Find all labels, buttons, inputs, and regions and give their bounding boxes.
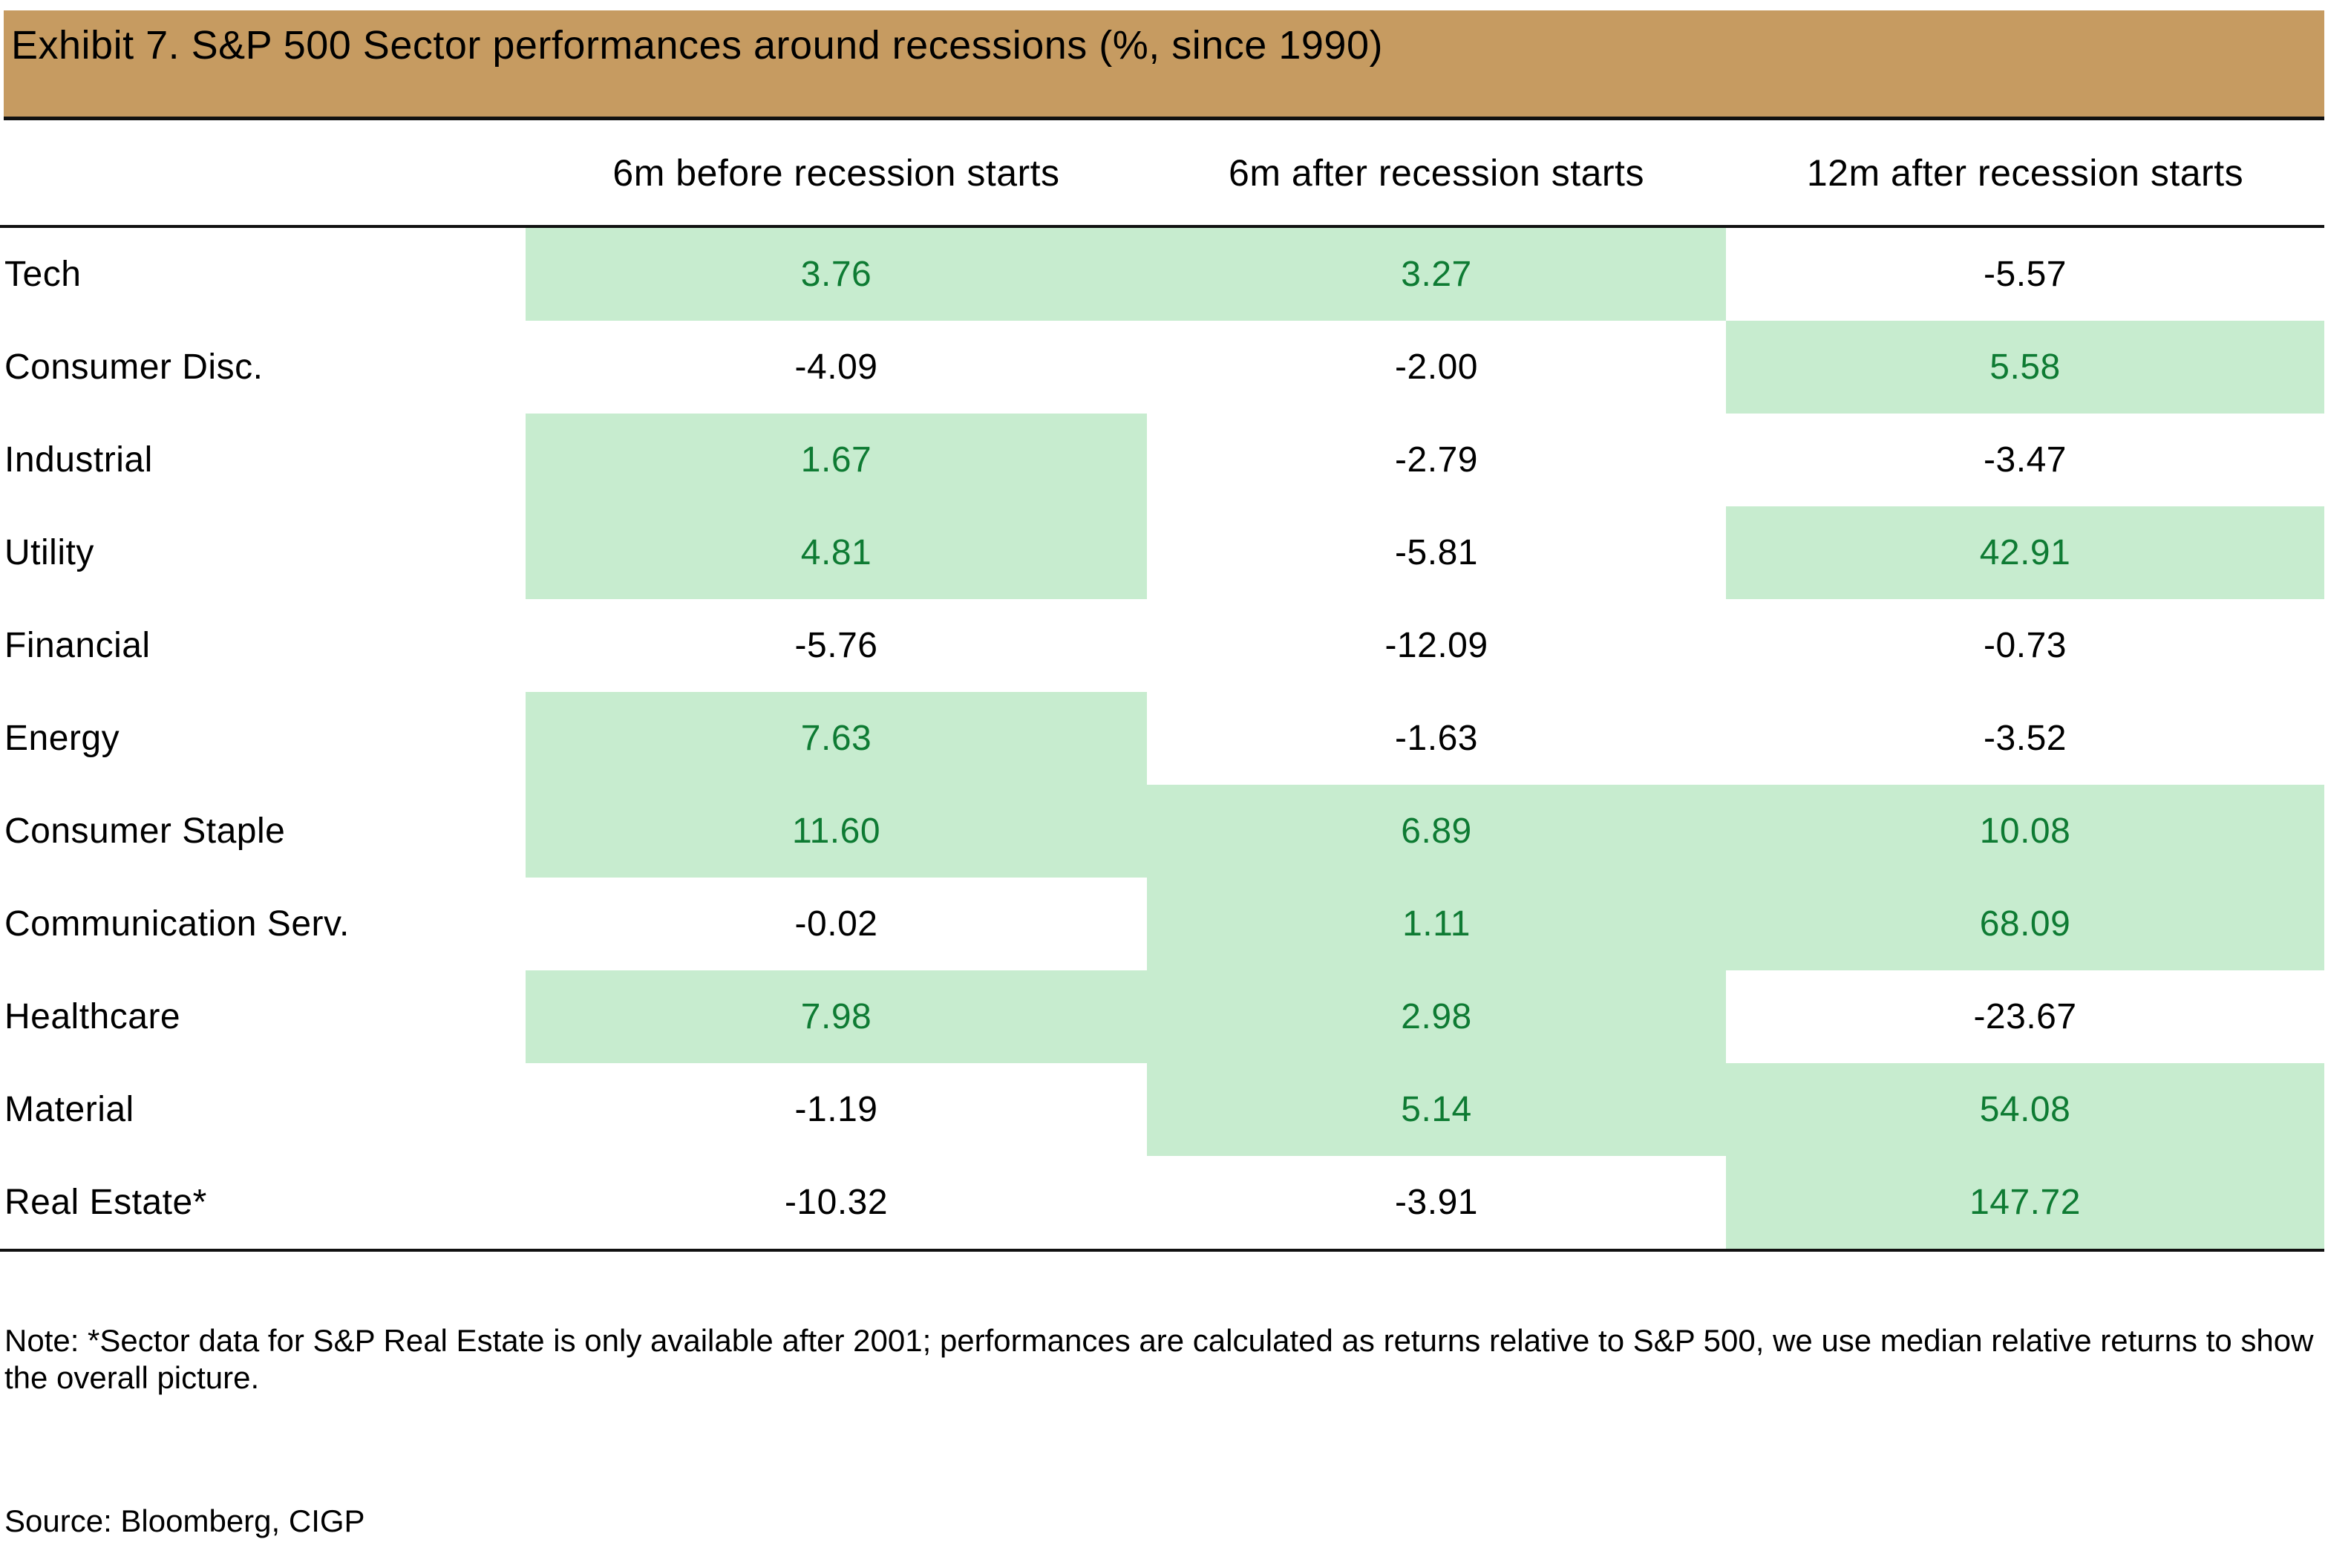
value-cell: 54.08 — [1726, 1063, 2324, 1156]
header-6m-after: 6m after recession starts — [1229, 151, 1644, 194]
header-6m-before: 6m before recession starts — [612, 151, 1060, 194]
value-cell: -0.02 — [794, 904, 878, 944]
table-row: Energy 7.63 -1.63 -3.52 — [0, 692, 2324, 785]
header-12m-after: 12m after recession starts — [1806, 151, 2244, 194]
table-row: Real Estate* -10.32 -3.91 147.72 — [0, 1156, 2324, 1249]
value-cell: 1.67 — [526, 414, 1147, 506]
exhibit-page: Exhibit 7. S&P 500 Sector performances a… — [0, 10, 2328, 1568]
table-row: Tech 3.76 3.27 -5.57 — [0, 228, 2324, 321]
value-cell: -12.09 — [1384, 626, 1488, 665]
table-row: Industrial 1.67 -2.79 -3.47 — [0, 414, 2324, 506]
value-cell: 11.60 — [526, 785, 1147, 878]
value-cell: 7.63 — [526, 692, 1147, 785]
table-row: Consumer Disc. -4.09 -2.00 5.58 — [0, 321, 2324, 414]
sector-label: Financial — [4, 626, 151, 665]
sector-label: Industrial — [4, 440, 153, 480]
value-cell: 68.09 — [1726, 878, 2324, 970]
value-cell: -2.79 — [1395, 440, 1478, 480]
table-body: Tech 3.76 3.27 -5.57 Consumer Disc. -4.0… — [0, 228, 2324, 1252]
value-cell: 3.76 — [526, 228, 1147, 321]
value-cell: 5.58 — [1726, 321, 2324, 414]
table-row: Financial -5.76 -12.09 -0.73 — [0, 599, 2324, 692]
value-cell: -2.00 — [1395, 347, 1478, 387]
source-text: Source: Bloomberg, CIGP — [4, 1503, 365, 1539]
sector-label: Consumer Staple — [4, 811, 286, 851]
note-text: Note: *Sector data for S&P Real Estate i… — [4, 1323, 2314, 1395]
sector-label: Energy — [4, 719, 120, 758]
value-cell: 1.11 — [1147, 878, 1726, 970]
exhibit-title: Exhibit 7. S&P 500 Sector performances a… — [11, 23, 1383, 68]
value-cell: -5.57 — [1984, 255, 2067, 294]
value-cell: -4.09 — [794, 347, 878, 387]
table-header-row: 6m before recession starts 6m after rece… — [0, 120, 2324, 228]
value-cell: 3.27 — [1147, 228, 1726, 321]
sector-label: Healthcare — [4, 997, 181, 1036]
sector-label: Utility — [4, 533, 94, 572]
table-row: Utility 4.81 -5.81 42.91 — [0, 506, 2324, 599]
value-cell: -10.32 — [784, 1183, 889, 1222]
table-row: Material -1.19 5.14 54.08 — [0, 1063, 2324, 1156]
value-cell: 7.98 — [526, 970, 1147, 1063]
value-cell: -3.52 — [1984, 719, 2067, 758]
sector-label: Tech — [4, 255, 82, 294]
value-cell: 6.89 — [1147, 785, 1726, 878]
value-cell: -1.63 — [1395, 719, 1478, 758]
value-cell: -5.76 — [794, 626, 878, 665]
value-cell: 5.14 — [1147, 1063, 1726, 1156]
sector-label: Communication Serv. — [4, 904, 350, 944]
sector-label: Material — [4, 1090, 134, 1129]
sector-performance-table: 6m before recession starts 6m after rece… — [0, 120, 2324, 1252]
value-cell: -5.81 — [1395, 533, 1478, 572]
value-cell: -1.19 — [794, 1090, 878, 1129]
header-sector-spacer — [0, 120, 526, 225]
value-cell: 42.91 — [1726, 506, 2324, 599]
table-row: Consumer Staple 11.60 6.89 10.08 — [0, 785, 2324, 878]
sector-label: Consumer Disc. — [4, 347, 264, 387]
value-cell: -3.91 — [1395, 1183, 1478, 1222]
value-cell: -23.67 — [1973, 997, 2077, 1036]
value-cell: -3.47 — [1984, 440, 2067, 480]
title-bar: Exhibit 7. S&P 500 Sector performances a… — [4, 10, 2324, 120]
value-cell: 2.98 — [1147, 970, 1726, 1063]
sector-label: Real Estate* — [4, 1183, 207, 1222]
table-row: Communication Serv. -0.02 1.11 68.09 — [0, 878, 2324, 970]
value-cell: -0.73 — [1984, 626, 2067, 665]
value-cell: 10.08 — [1726, 785, 2324, 878]
value-cell: 147.72 — [1726, 1156, 2324, 1249]
value-cell: 4.81 — [526, 506, 1147, 599]
table-row: Healthcare 7.98 2.98 -23.67 — [0, 970, 2324, 1063]
